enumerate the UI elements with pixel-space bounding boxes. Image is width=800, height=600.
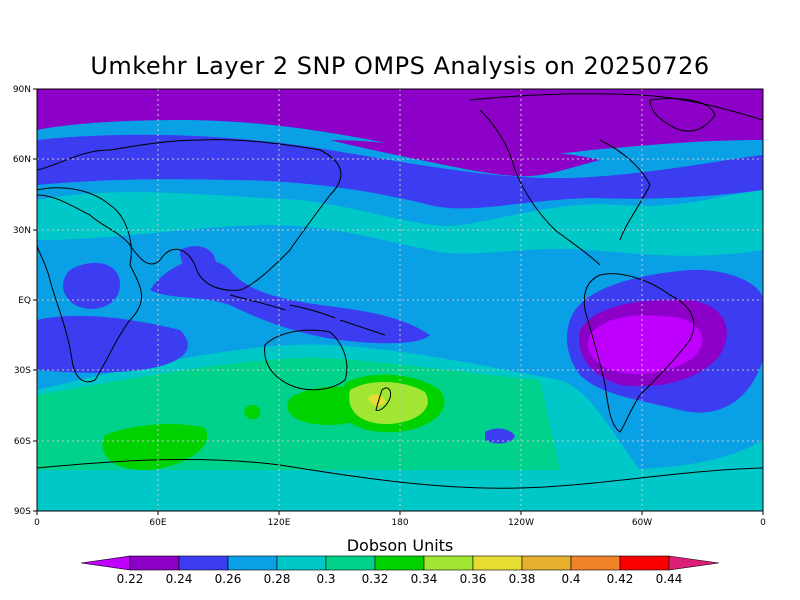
map-title: Umkehr Layer 2 SNP OMPS Analysis on 2025… — [90, 52, 710, 80]
coastlines — [37, 93, 763, 489]
lon-tick: 0 — [760, 518, 766, 528]
colorbar-segment — [325, 555, 376, 571]
lon-tick: 60E — [149, 518, 166, 528]
lon-tick: 120W — [508, 518, 534, 528]
colorbar-segment — [570, 555, 621, 571]
colorbar-label: 0.36 — [459, 572, 487, 586]
colorbar-label: 0.28 — [263, 572, 291, 586]
colorbar — [80, 555, 720, 571]
colorbar-label: 0.22 — [116, 572, 144, 586]
graticule — [37, 89, 763, 511]
lat-tick: 90S — [14, 507, 31, 517]
lon-tick: 60W — [632, 518, 652, 528]
colorbar-segment — [423, 555, 474, 571]
ozone-field — [37, 89, 763, 511]
colorbar-title: Dobson Units — [346, 536, 454, 555]
lon-axis: 0 60E 120E 180 120W 60W 0 — [34, 511, 766, 528]
colorbar-max-arrow — [668, 555, 720, 571]
colorbar-segment — [521, 555, 572, 571]
colorbar-label: 0.24 — [165, 572, 193, 586]
lat-axis: 90N 60N 30N EQ 30S 60S 90S — [13, 85, 37, 517]
colorbar-label: 0.42 — [606, 572, 634, 586]
colorbar-segment — [129, 555, 180, 571]
colorbar-segment — [374, 555, 425, 571]
lat-tick: 60N — [13, 155, 31, 165]
colorbar-label: 0.26 — [214, 572, 242, 586]
lat-tick: 90N — [13, 85, 31, 95]
lon-tick: 180 — [391, 518, 408, 528]
colorbar-label: 0.44 — [655, 572, 683, 586]
colorbar-segment — [276, 555, 327, 571]
lat-tick: 60S — [14, 437, 31, 447]
colorbar-label: 0.32 — [361, 572, 389, 586]
colorbar-label: 0.34 — [410, 572, 438, 586]
lat-tick: EQ — [18, 296, 31, 306]
lat-tick: 30S — [14, 366, 31, 376]
colorbar-label: 0.3 — [316, 572, 336, 586]
colorbar-min-arrow — [80, 555, 131, 571]
colorbar-segment — [227, 555, 278, 571]
colorbar-label: 0.38 — [508, 572, 536, 586]
lon-tick: 0 — [34, 518, 40, 528]
colorbar-segment — [178, 555, 229, 571]
lat-tick: 30N — [13, 226, 31, 236]
lon-tick: 120E — [268, 518, 291, 528]
colorbar-segment — [472, 555, 523, 571]
colorbar-segment — [619, 555, 670, 571]
colorbar-label: 0.4 — [561, 572, 581, 586]
